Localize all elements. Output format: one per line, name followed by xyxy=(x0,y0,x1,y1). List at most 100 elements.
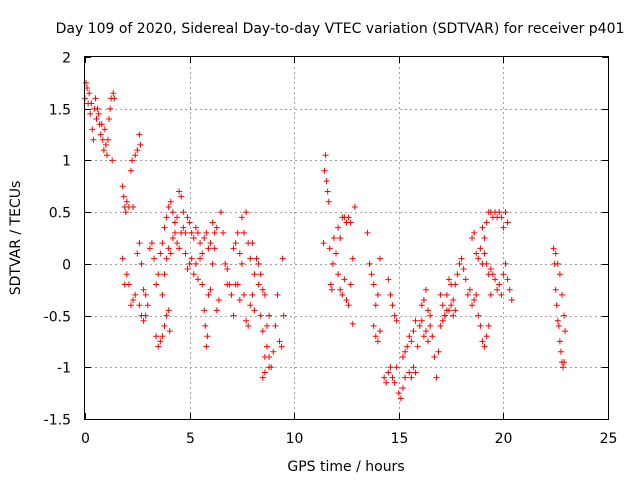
data-point xyxy=(238,214,245,221)
data-point xyxy=(264,322,271,329)
data-point xyxy=(171,219,178,226)
data-point xyxy=(199,281,206,288)
data-point xyxy=(370,322,377,329)
data-point xyxy=(184,214,191,221)
data-point xyxy=(406,333,413,340)
data-point xyxy=(128,167,135,174)
data-point xyxy=(425,307,432,314)
data-point xyxy=(119,255,126,262)
data-point xyxy=(236,250,243,257)
data-point xyxy=(485,271,492,278)
data-point xyxy=(102,141,109,148)
data-point xyxy=(163,312,170,319)
y-axis-label: SDTVAR / TECUs xyxy=(8,181,24,296)
data-point xyxy=(180,224,187,231)
data-points xyxy=(82,79,569,402)
data-point xyxy=(130,203,137,210)
data-point xyxy=(110,90,117,97)
data-point xyxy=(111,95,118,102)
data-point xyxy=(408,374,415,381)
data-point xyxy=(89,126,96,133)
data-point xyxy=(161,224,168,231)
data-point xyxy=(166,328,173,335)
data-point xyxy=(460,266,467,273)
data-point xyxy=(125,281,132,288)
data-point xyxy=(477,245,484,252)
data-point xyxy=(410,328,417,335)
data-point xyxy=(381,374,388,381)
data-point xyxy=(475,312,482,319)
data-point xyxy=(86,90,93,97)
data-point xyxy=(261,291,268,298)
data-point xyxy=(140,317,147,324)
data-point xyxy=(280,312,287,319)
data-point xyxy=(128,302,135,309)
data-point xyxy=(138,260,145,267)
data-point xyxy=(561,359,568,366)
data-point xyxy=(347,219,354,226)
data-point xyxy=(483,333,490,340)
data-point xyxy=(99,136,106,143)
data-point xyxy=(429,333,436,340)
data-point xyxy=(420,333,427,340)
data-point xyxy=(236,297,243,304)
x-tick-label: 15 xyxy=(391,431,409,447)
data-point xyxy=(159,240,166,247)
data-point xyxy=(137,141,144,148)
data-point xyxy=(155,271,162,278)
data-point xyxy=(347,281,354,288)
data-point xyxy=(165,203,172,210)
data-point xyxy=(169,235,176,241)
data-point xyxy=(163,214,170,221)
data-point xyxy=(427,322,434,329)
data-point xyxy=(393,317,400,324)
data-point xyxy=(194,229,201,236)
data-point xyxy=(412,369,419,376)
data-point xyxy=(555,322,562,329)
data-point xyxy=(209,219,216,226)
data-point xyxy=(372,333,379,340)
data-point xyxy=(498,214,505,221)
data-point xyxy=(561,312,568,319)
data-point xyxy=(136,240,143,247)
data-point xyxy=(456,260,463,267)
data-point xyxy=(466,286,473,293)
data-point xyxy=(343,297,350,304)
data-point xyxy=(134,147,141,154)
data-point xyxy=(420,297,427,304)
data-point xyxy=(251,307,258,314)
data-point xyxy=(138,312,145,319)
y-tick-label: -1 xyxy=(57,361,71,377)
data-point xyxy=(255,281,262,288)
data-point xyxy=(251,271,258,278)
data-point xyxy=(224,266,231,273)
data-point xyxy=(324,188,331,195)
data-point xyxy=(203,229,210,236)
data-point xyxy=(325,198,332,205)
data-point xyxy=(431,353,438,360)
data-point xyxy=(435,348,442,355)
data-point xyxy=(188,255,195,262)
data-point xyxy=(370,281,377,288)
data-point xyxy=(376,328,383,335)
data-point xyxy=(165,245,172,252)
data-point xyxy=(190,271,197,278)
data-point xyxy=(270,348,277,355)
data-point xyxy=(422,328,429,335)
data-point xyxy=(500,224,507,231)
data-point xyxy=(385,276,392,283)
data-point xyxy=(385,369,392,376)
data-point xyxy=(169,209,176,216)
data-point xyxy=(339,291,346,298)
data-point xyxy=(364,229,371,236)
y-tick-label: -1.5 xyxy=(44,413,71,429)
data-point xyxy=(387,291,394,298)
data-point xyxy=(161,322,168,329)
data-point xyxy=(485,322,492,329)
data-point xyxy=(97,131,104,138)
data-point xyxy=(469,235,476,241)
data-point xyxy=(391,379,398,386)
y-tick-label: 1 xyxy=(62,154,71,170)
data-point xyxy=(345,214,352,221)
